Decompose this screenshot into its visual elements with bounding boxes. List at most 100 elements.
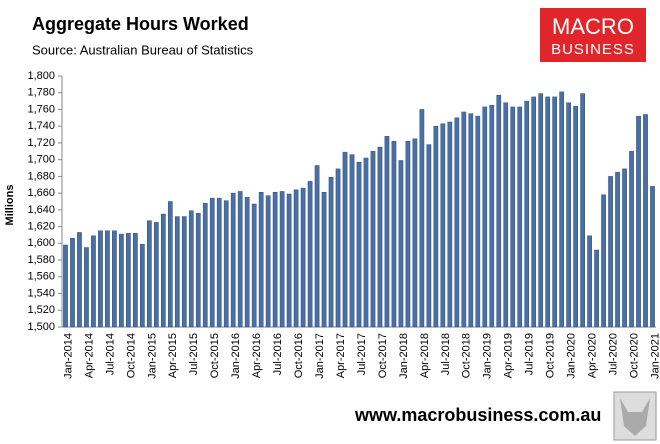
bar bbox=[601, 194, 606, 328]
bar bbox=[321, 192, 327, 328]
bar bbox=[405, 141, 411, 328]
bar bbox=[91, 235, 96, 328]
y-tick-label: 1,500 bbox=[27, 321, 55, 333]
bar bbox=[216, 197, 222, 328]
bar bbox=[174, 216, 180, 328]
bar bbox=[580, 93, 585, 328]
x-tick-label: Jul-2016 bbox=[272, 333, 284, 375]
bar bbox=[545, 96, 551, 328]
x-tick-label: Jan-2016 bbox=[230, 333, 242, 379]
bar bbox=[496, 94, 502, 328]
bar bbox=[188, 210, 194, 328]
bar bbox=[552, 96, 558, 328]
x-tick-label: Oct-2018 bbox=[461, 333, 473, 378]
bar bbox=[566, 102, 571, 328]
bar bbox=[265, 195, 271, 328]
bar bbox=[363, 157, 369, 328]
bar bbox=[426, 144, 432, 328]
bar bbox=[293, 189, 299, 328]
bar bbox=[258, 192, 264, 328]
bar bbox=[237, 191, 243, 328]
y-tick-label: 1,700 bbox=[27, 154, 55, 166]
bar bbox=[391, 141, 397, 328]
bar bbox=[524, 100, 530, 328]
bar bbox=[608, 176, 613, 328]
y-axis-label: Millions bbox=[4, 185, 16, 226]
bar bbox=[482, 106, 488, 328]
bar bbox=[517, 106, 523, 328]
bar bbox=[433, 125, 439, 328]
bar bbox=[314, 165, 320, 328]
bar bbox=[398, 160, 404, 328]
bar bbox=[153, 222, 159, 328]
x-tick-label: Jul-2020 bbox=[607, 333, 619, 375]
bar bbox=[167, 201, 173, 328]
x-tick-label: Jul-2019 bbox=[524, 333, 536, 375]
bar bbox=[335, 168, 341, 328]
bar bbox=[342, 151, 348, 328]
y-tick-label: 1,660 bbox=[27, 187, 55, 199]
bar bbox=[559, 91, 565, 328]
bar bbox=[538, 93, 544, 328]
chart-title: Aggregate Hours Worked bbox=[32, 14, 249, 34]
x-tick-label: Apr-2016 bbox=[251, 333, 263, 378]
bar bbox=[140, 243, 145, 328]
bar bbox=[307, 181, 313, 328]
y-tick-label: 1,520 bbox=[27, 304, 55, 316]
x-tick-label: Jan-2014 bbox=[62, 333, 74, 379]
x-tick-label: Apr-2017 bbox=[335, 333, 347, 378]
x-tick-label: Jul-2018 bbox=[440, 333, 452, 375]
bar bbox=[112, 230, 117, 328]
bar bbox=[622, 168, 627, 328]
x-tick-label: Jul-2015 bbox=[188, 333, 200, 375]
y-tick-label: 1,800 bbox=[27, 70, 55, 82]
bar bbox=[279, 191, 285, 328]
x-tick-label: Apr-2018 bbox=[419, 333, 431, 378]
bar bbox=[209, 197, 215, 328]
logo: MACRO BUSINESS bbox=[540, 8, 646, 62]
bar bbox=[119, 233, 124, 328]
bar bbox=[356, 161, 362, 328]
bar bbox=[105, 230, 110, 328]
bar bbox=[468, 113, 474, 328]
y-tick-label: 1,580 bbox=[27, 254, 55, 266]
bar bbox=[377, 146, 383, 328]
bar bbox=[160, 213, 166, 328]
bar bbox=[440, 123, 446, 328]
y-tick-label: 1,780 bbox=[27, 87, 55, 99]
bar bbox=[126, 233, 131, 328]
site-url: www.macrobusiness.com.au bbox=[354, 405, 601, 425]
x-tick-label: Jan-2018 bbox=[398, 333, 410, 379]
y-tick-label: 1,740 bbox=[27, 120, 55, 132]
x-tick-label: Jan-2019 bbox=[482, 333, 494, 379]
bar bbox=[531, 96, 537, 328]
bar bbox=[84, 247, 89, 328]
bar bbox=[615, 171, 620, 328]
bar bbox=[573, 105, 578, 328]
bar bbox=[272, 192, 278, 328]
x-tick-label: Jul-2017 bbox=[356, 333, 368, 375]
y-tick-label: 1,560 bbox=[27, 271, 55, 283]
x-tick-label: Jan-2021 bbox=[649, 333, 660, 379]
x-tick-label: Jul-2014 bbox=[104, 333, 116, 375]
bar bbox=[419, 109, 425, 328]
bar bbox=[147, 220, 152, 328]
bar bbox=[384, 135, 390, 328]
x-tick-label: Oct-2016 bbox=[293, 333, 305, 378]
wolf-icon bbox=[613, 391, 657, 441]
bar bbox=[370, 151, 376, 328]
bar bbox=[251, 203, 257, 328]
bar bbox=[489, 105, 495, 328]
x-tick-label: Oct-2015 bbox=[209, 333, 221, 378]
x-tick-label: Apr-2020 bbox=[587, 333, 599, 378]
x-tick-label: Oct-2020 bbox=[628, 333, 640, 378]
bar bbox=[650, 186, 655, 328]
logo-top: MACRO bbox=[552, 14, 634, 39]
x-tick-label: Jan-2017 bbox=[314, 333, 326, 379]
bar bbox=[202, 202, 208, 328]
y-tick-label: 1,540 bbox=[27, 287, 55, 299]
bar bbox=[300, 187, 306, 328]
x-tick-label: Jan-2020 bbox=[566, 333, 578, 379]
x-tick-label: Apr-2015 bbox=[167, 333, 179, 378]
